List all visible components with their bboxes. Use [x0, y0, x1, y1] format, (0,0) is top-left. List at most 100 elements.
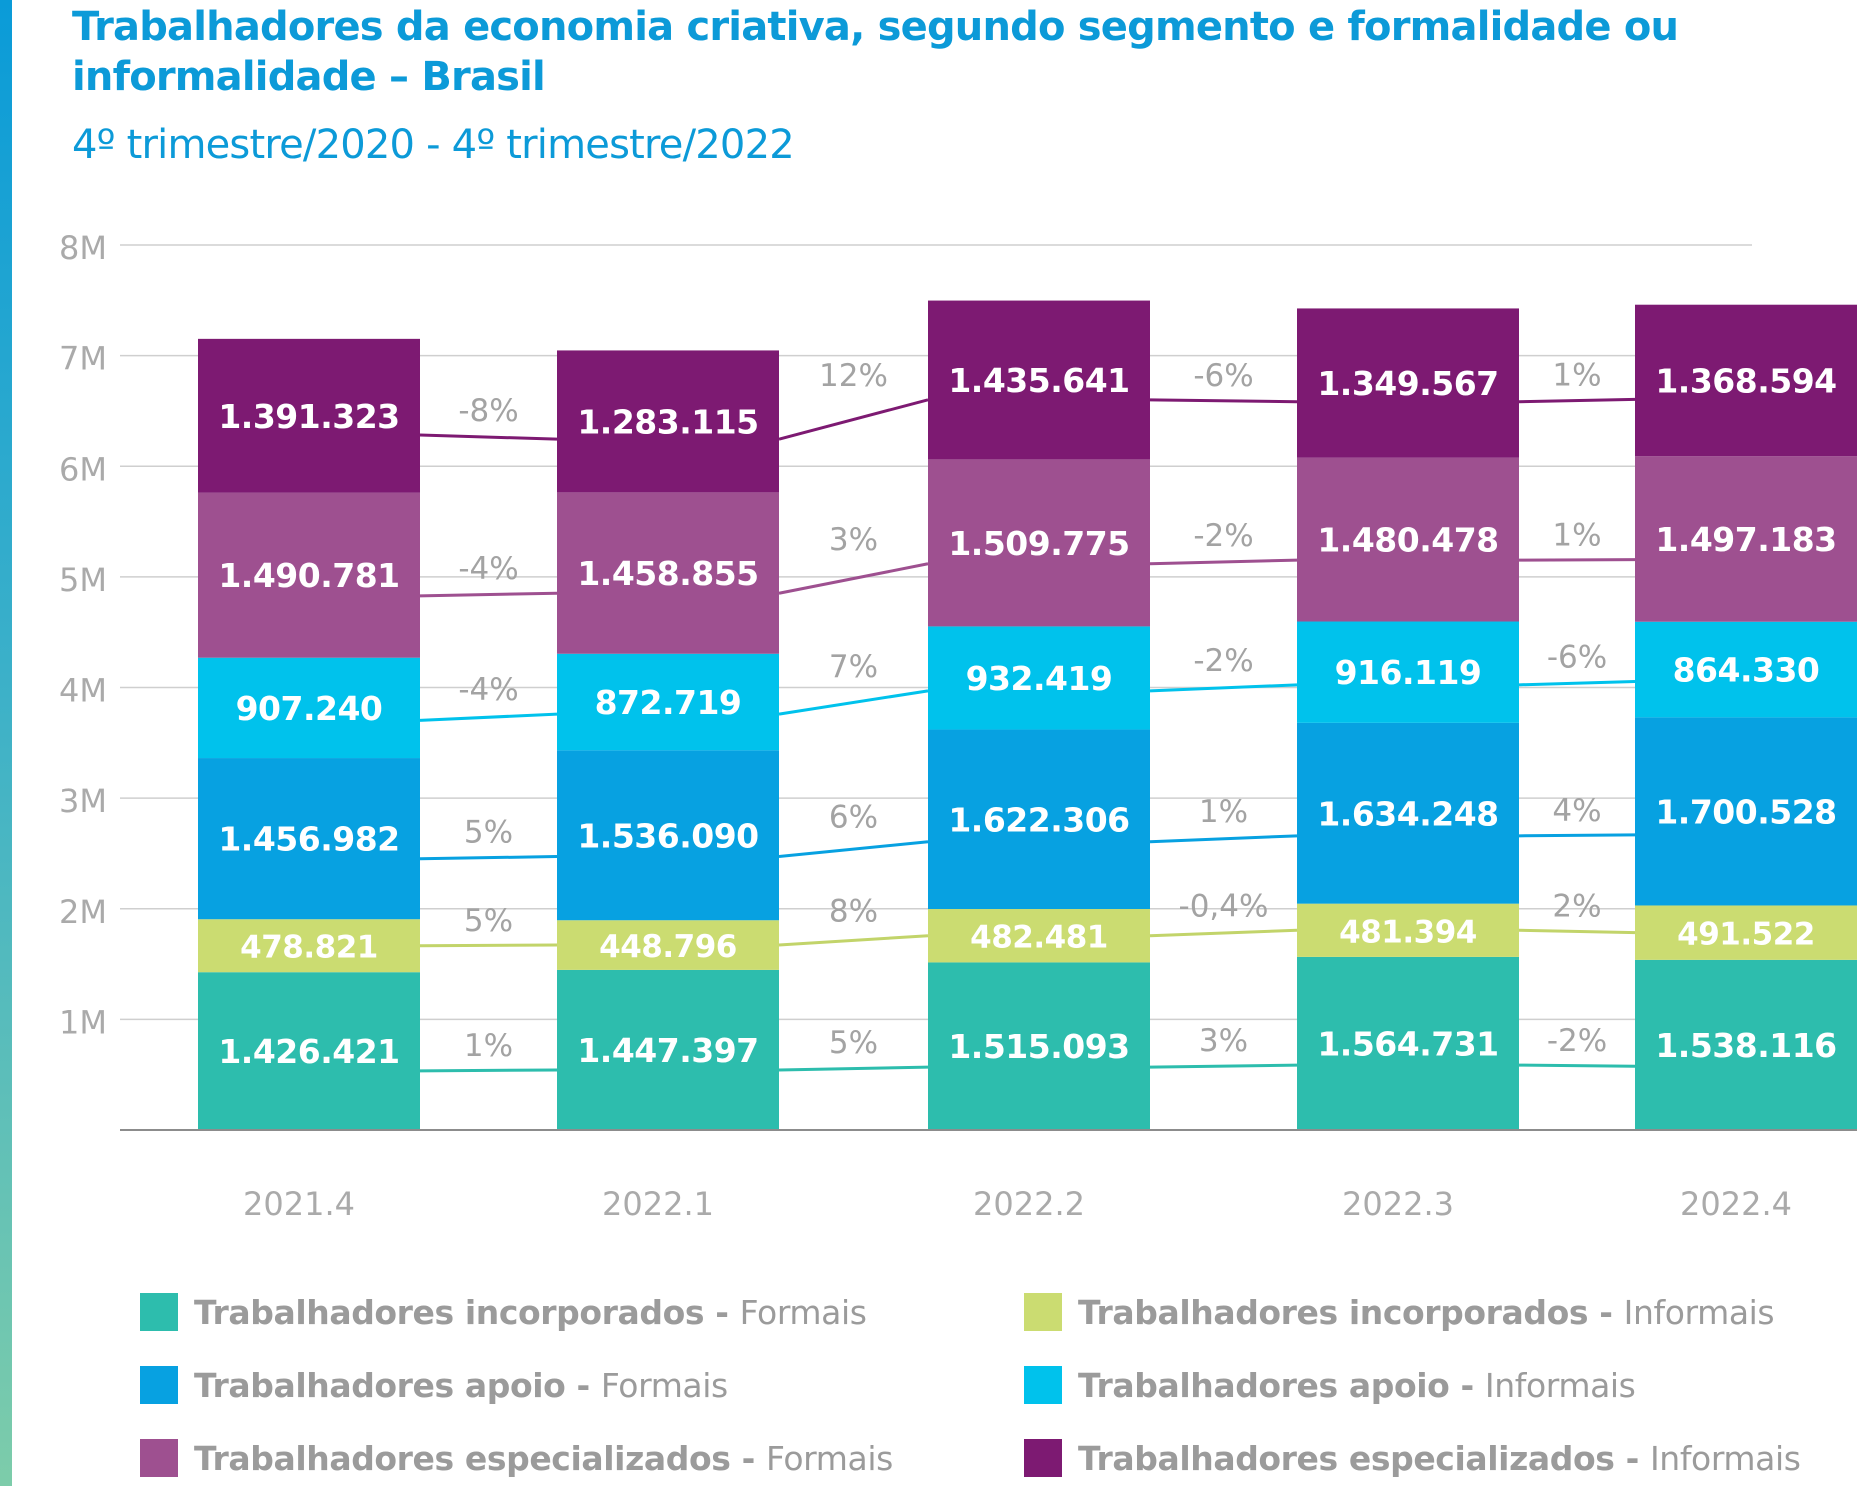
legend-segment-label: Trabalhadores apoio	[1078, 1365, 1450, 1405]
legend-kind-label: Informais	[1623, 1292, 1775, 1332]
change-percent-label: 12%	[819, 358, 888, 394]
change-percent-label: -2%	[1193, 643, 1253, 679]
legend-segment-label: Trabalhadores especializados	[1078, 1438, 1615, 1478]
change-percent-label: 1%	[1552, 518, 1601, 554]
change-percent-label: 1%	[464, 1028, 513, 1064]
change-percent-label: 5%	[464, 815, 513, 851]
legend-swatch	[140, 1293, 178, 1331]
bar-segment	[928, 909, 1150, 963]
change-connector-line	[1518, 1063, 1636, 1068]
bar-segment	[198, 492, 420, 658]
bar-segment	[928, 300, 1150, 460]
legend-item: Trabalhadores incorporados - Informais	[1024, 1290, 1775, 1334]
legend-kind-label: Informais	[1484, 1365, 1636, 1405]
change-connector-line	[778, 934, 929, 947]
legend-swatch	[140, 1439, 178, 1477]
change-percent-label: 8%	[829, 894, 878, 930]
bar-value-label: 1.349.567	[1317, 364, 1498, 403]
change-percent-label: 6%	[829, 800, 878, 836]
change-connector-line	[778, 689, 929, 716]
change-percent-label: 2%	[1552, 888, 1601, 924]
legend-separator: -	[565, 1365, 601, 1405]
x-category-label: 2022.2	[973, 1185, 1085, 1223]
legend-segment-label: Trabalhadores incorporados	[194, 1292, 705, 1332]
bar-value-label: 1.634.248	[1317, 794, 1498, 833]
y-tick-label: 6M	[59, 450, 107, 488]
bar-value-label: 1.458.855	[577, 554, 758, 593]
change-connector-line	[1149, 558, 1298, 566]
x-category-label: 2022.4	[1680, 1185, 1792, 1223]
chart-subtitle: 4º trimestre/2020 - 4º trimestre/2022	[72, 122, 795, 168]
change-percent-label: 4%	[1552, 793, 1601, 829]
change-percent-label: -6%	[1193, 358, 1253, 394]
bar-segment	[1297, 621, 1519, 723]
bar-segment	[198, 972, 420, 1130]
change-connector-line	[419, 591, 558, 598]
bar-segment	[928, 626, 1150, 730]
bar-segment	[928, 729, 1150, 910]
change-connector-line	[419, 1068, 558, 1073]
change-connector-line	[1149, 398, 1298, 404]
legend-separator: -	[1449, 1365, 1485, 1405]
change-percent-label: 5%	[464, 903, 513, 939]
legend-segment-label: Trabalhadores especializados	[194, 1438, 731, 1478]
chart-title: Trabalhadores da economia criativa, segu…	[72, 4, 1679, 100]
change-percent-label: 1%	[1199, 794, 1248, 830]
y-tick-label: 7M	[59, 340, 107, 378]
chart-legend: Trabalhadores incorporados - Formais Tra…	[140, 1290, 1840, 1480]
bar-value-label: 864.330	[1673, 651, 1820, 690]
bar-segment	[1297, 956, 1519, 1130]
bar-segment	[557, 969, 779, 1130]
bar-value-label: 1.435.641	[948, 361, 1129, 400]
x-category-label: 2022.3	[1342, 1185, 1454, 1223]
change-percent-label: -8%	[458, 393, 518, 429]
change-connector-line	[778, 562, 929, 595]
legend-kind-label: Formais	[765, 1438, 893, 1478]
change-connector-line	[1518, 833, 1636, 838]
change-percent-label: -6%	[1547, 639, 1607, 675]
change-connector-line	[1149, 1063, 1298, 1069]
bar-segment	[928, 459, 1150, 627]
legend-item: Trabalhadores apoio - Informais	[1024, 1363, 1636, 1407]
legend-kind-label: Formais	[739, 1292, 867, 1332]
bar-value-label: 1.700.528	[1655, 792, 1836, 831]
change-percent-label: -2%	[1547, 1023, 1607, 1059]
bar-value-label: 1.509.775	[948, 524, 1129, 563]
legend-kind-label: Informais	[1649, 1438, 1801, 1478]
bar-value-label: 1.447.397	[577, 1031, 758, 1070]
x-category-label: 2021.4	[243, 1185, 355, 1223]
bar-segment	[1297, 308, 1519, 458]
change-percent-label: 3%	[829, 522, 878, 558]
x-category-label: 2022.1	[602, 1185, 714, 1223]
bar-segment	[1635, 717, 1857, 906]
accent-side-bar	[0, 0, 12, 1486]
bar-segment	[557, 653, 779, 751]
bar-segment	[928, 962, 1150, 1130]
legend-separator: -	[1588, 1292, 1624, 1332]
bar-value-label: 907.240	[236, 689, 383, 728]
bar-value-label: 478.821	[240, 930, 378, 966]
bar-value-label: 1.368.594	[1655, 361, 1836, 400]
change-connector-line	[419, 855, 558, 861]
bar-value-label: 872.719	[595, 683, 742, 722]
y-tick-label: 2M	[59, 893, 107, 931]
bar-value-label: 491.522	[1677, 917, 1815, 953]
bar-value-label: 916.119	[1335, 653, 1482, 692]
bar-segment	[198, 919, 420, 973]
bar-value-label: 1.622.306	[948, 800, 1129, 839]
change-percent-label: -4%	[458, 551, 518, 587]
legend-item: Trabalhadores especializados - Formais	[140, 1436, 893, 1480]
change-connector-line	[1518, 397, 1636, 404]
legend-segment-label: Trabalhadores apoio	[194, 1365, 566, 1405]
legend-item: Trabalhadores apoio - Formais	[140, 1363, 728, 1407]
change-connector-line	[1149, 683, 1298, 693]
change-percent-label: -0,4%	[1179, 888, 1269, 924]
bar-value-label: 1.497.183	[1655, 520, 1836, 559]
bar-value-label: 1.426.421	[218, 1032, 399, 1071]
legend-swatch	[140, 1366, 178, 1404]
legend-swatch	[1024, 1366, 1062, 1404]
bar-value-label: 1.564.731	[1317, 1024, 1498, 1063]
change-connector-line	[419, 433, 558, 441]
bar-value-label: 1.515.093	[948, 1027, 1129, 1066]
change-percent-label: 7%	[829, 649, 878, 685]
